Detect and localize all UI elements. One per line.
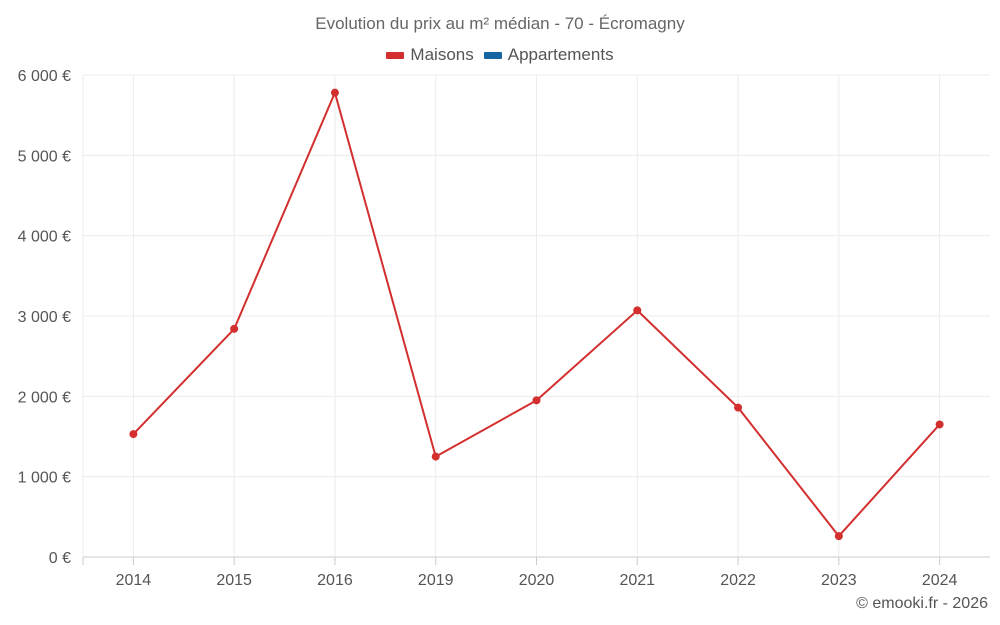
data-point-maisons bbox=[431, 452, 440, 461]
y-tick-label: 0 € bbox=[49, 550, 71, 567]
y-tick-label: 5 000 € bbox=[18, 148, 71, 165]
legend-item-maisons[interactable]: Maisons bbox=[386, 45, 474, 65]
data-point-maisons bbox=[129, 430, 138, 439]
data-point-maisons bbox=[935, 420, 944, 429]
x-tick-label: 2016 bbox=[317, 572, 353, 589]
credit-text: © emooki.fr - 2026 bbox=[856, 595, 988, 612]
legend-swatch-maisons bbox=[386, 51, 405, 59]
data-point-maisons bbox=[834, 532, 843, 541]
x-tick-label: 2022 bbox=[720, 572, 756, 589]
y-tick-label: 2 000 € bbox=[18, 389, 71, 406]
y-tick-label: 1 000 € bbox=[18, 470, 71, 487]
x-tick-label: 2015 bbox=[216, 572, 252, 589]
data-point-maisons bbox=[230, 324, 239, 333]
data-point-maisons bbox=[734, 403, 743, 412]
legend-swatch-appartements bbox=[483, 51, 502, 59]
chart-title: Evolution du prix au m² médian - 70 - Éc… bbox=[315, 14, 685, 33]
chart-legend: Maisons Appartements bbox=[0, 45, 1000, 65]
data-point-maisons bbox=[532, 396, 541, 405]
x-tick-label: 2021 bbox=[619, 572, 655, 589]
legend-item-appartements[interactable]: Appartements bbox=[483, 45, 614, 65]
legend-label-appartements: Appartements bbox=[507, 45, 614, 64]
x-tick-label: 2023 bbox=[821, 572, 857, 589]
x-tick-label: 2020 bbox=[519, 572, 555, 589]
x-tick-label: 2014 bbox=[116, 572, 152, 589]
y-tick-label: 4 000 € bbox=[18, 229, 71, 246]
y-tick-label: 3 000 € bbox=[18, 309, 71, 326]
data-point-maisons bbox=[330, 88, 339, 97]
legend-label-maisons: Maisons bbox=[410, 45, 474, 64]
x-tick-label: 2024 bbox=[922, 572, 958, 589]
x-tick-label: 2019 bbox=[418, 572, 454, 589]
data-point-maisons bbox=[633, 306, 642, 315]
y-tick-label: 6 000 € bbox=[18, 68, 71, 85]
